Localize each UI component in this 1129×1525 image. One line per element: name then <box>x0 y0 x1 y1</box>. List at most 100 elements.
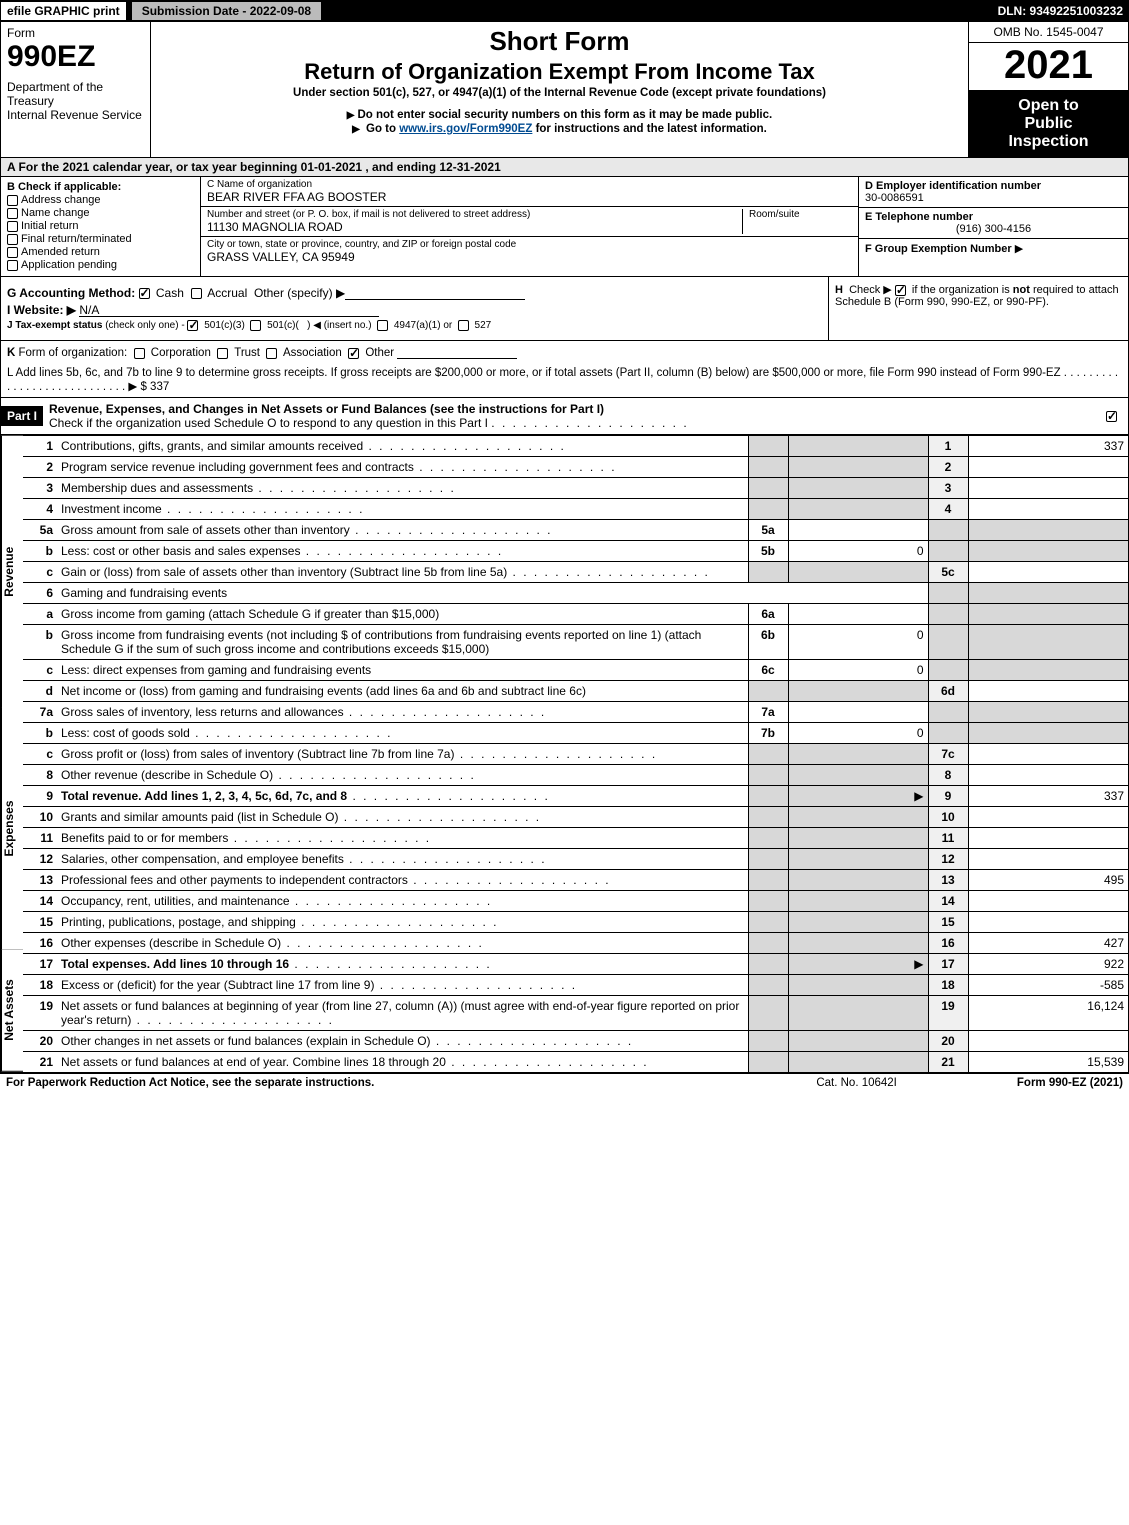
org-name-value: BEAR RIVER FFA AG BOOSTER <box>207 190 852 204</box>
form-word: Form <box>7 26 144 40</box>
section-b-label: B Check if applicable: <box>7 181 194 193</box>
form-header-center: Short Form Return of Organization Exempt… <box>151 22 968 157</box>
chk-final-return[interactable]: Final return/terminated <box>7 233 194 245</box>
line-h: H Check ▶ if the organization is not req… <box>828 277 1128 340</box>
line-j: J Tax-exempt status (check only one) - 5… <box>7 320 822 331</box>
table-row: 20Other changes in net assets or fund ba… <box>23 1031 1128 1052</box>
line-g: G Accounting Method: Cash Accrual Other … <box>7 286 822 300</box>
chk-accrual[interactable] <box>191 288 202 299</box>
chk-4947[interactable] <box>377 320 388 331</box>
dln-label: DLN: 93492251003232 <box>998 4 1129 18</box>
part-i-badge: Part I <box>1 406 43 426</box>
chk-schedule-o[interactable] <box>1106 411 1117 422</box>
chk-corporation[interactable] <box>134 348 145 359</box>
chk-501c[interactable] <box>250 320 261 331</box>
open-line2: Public <box>969 115 1128 133</box>
chk-cash[interactable] <box>139 288 150 299</box>
group-exemption-label: F Group Exemption Number <box>865 243 1012 255</box>
table-row: aGross income from gaming (attach Schedu… <box>23 604 1128 625</box>
section-def: D Employer identification number 30-0086… <box>858 177 1128 276</box>
form-subtitle: Under section 501(c), 527, or 4947(a)(1)… <box>159 87 960 99</box>
dept-label: Department of the Treasury <box>7 80 144 108</box>
line-i: I Website: ▶ N/A <box>7 303 822 317</box>
line-k: K Form of organization: Corporation Trus… <box>0 341 1129 363</box>
chk-address-change[interactable]: Address change <box>7 194 194 206</box>
chk-initial-return[interactable]: Initial return <box>7 220 194 232</box>
form-header-right: OMB No. 1545-0047 2021 Open to Public In… <box>968 22 1128 157</box>
table-row: bLess: cost or other basis and sales exp… <box>23 541 1128 562</box>
ein-label: D Employer identification number <box>865 180 1122 192</box>
address-value: 11130 MAGNOLIA ROAD <box>207 220 742 234</box>
tel-value: (916) 300-4156 <box>865 223 1122 235</box>
entity-block: B Check if applicable: Address change Na… <box>0 177 1129 277</box>
table-row: 9Total revenue. Add lines 1, 2, 3, 4, 5c… <box>23 786 1128 807</box>
table-row: 13Professional fees and other payments t… <box>23 870 1128 891</box>
short-form-label: Short Form <box>159 26 960 57</box>
website-value: N/A <box>79 303 379 317</box>
other-specify-input[interactable] <box>345 286 525 300</box>
table-row: 8Other revenue (describe in Schedule O)8 <box>23 765 1128 786</box>
table-row: 14Occupancy, rent, utilities, and mainte… <box>23 891 1128 912</box>
table-row: bLess: cost of goods sold7b0 <box>23 723 1128 744</box>
section-b: B Check if applicable: Address change Na… <box>1 177 201 276</box>
chk-other-org[interactable] <box>348 348 359 359</box>
chk-501c3[interactable] <box>187 320 198 331</box>
side-revenue: Revenue <box>1 436 23 708</box>
side-expenses: Expenses <box>1 708 23 951</box>
table-row: dNet income or (loss) from gaming and fu… <box>23 681 1128 702</box>
table-row: 7aGross sales of inventory, less returns… <box>23 702 1128 723</box>
chk-527[interactable] <box>458 320 469 331</box>
other-org-input[interactable] <box>397 345 517 359</box>
chk-trust[interactable] <box>217 348 228 359</box>
omb-number: OMB No. 1545-0047 <box>969 22 1128 43</box>
form-header: Form 990EZ Department of the Treasury In… <box>0 22 1129 158</box>
irs-link[interactable]: www.irs.gov/Form990EZ <box>399 123 532 135</box>
table-row: 19Net assets or fund balances at beginni… <box>23 996 1128 1031</box>
org-name-label: C Name of organization <box>207 179 852 190</box>
form-number: 990EZ <box>7 40 144 74</box>
open-public-badge: Open to Public Inspection <box>969 91 1128 157</box>
top-bar: efile GRAPHIC print Submission Date - 20… <box>0 0 1129 22</box>
tel-label: E Telephone number <box>865 211 1122 223</box>
open-line1: Open to <box>969 97 1128 115</box>
part-i-header: Part I Revenue, Expenses, and Changes in… <box>0 398 1129 436</box>
address-label: Number and street (or P. O. box, if mail… <box>207 209 742 220</box>
form-title: Return of Organization Exempt From Incom… <box>159 59 960 85</box>
table-row: 11Benefits paid to or for members11 <box>23 828 1128 849</box>
side-netassets: Net Assets <box>1 950 23 1072</box>
table-row: 1Contributions, gifts, grants, and simil… <box>23 436 1128 457</box>
line-a: A For the 2021 calendar year, or tax yea… <box>0 158 1129 177</box>
table-row: cGross profit or (loss) from sales of in… <box>23 744 1128 765</box>
table-row: 17Total expenses. Add lines 10 through 1… <box>23 954 1128 975</box>
table-row: 15Printing, publications, postage, and s… <box>23 912 1128 933</box>
chk-application-pending[interactable]: Application pending <box>7 259 194 271</box>
chk-name-change[interactable]: Name change <box>7 207 194 219</box>
form-header-left: Form 990EZ Department of the Treasury In… <box>1 22 151 157</box>
chk-schedule-b[interactable] <box>895 285 906 296</box>
table-row: 3Membership dues and assessments3 <box>23 478 1128 499</box>
table-row: cLess: direct expenses from gaming and f… <box>23 660 1128 681</box>
table-row: 10Grants and similar amounts paid (list … <box>23 807 1128 828</box>
table-row: cGain or (loss) from sale of assets othe… <box>23 562 1128 583</box>
room-suite-label: Room/suite <box>749 209 852 220</box>
page-footer: For Paperwork Reduction Act Notice, see … <box>0 1073 1129 1092</box>
open-line3: Inspection <box>969 133 1128 151</box>
lines-table: 1Contributions, gifts, grants, and simil… <box>23 436 1128 1072</box>
ssn-warning: Do not enter social security numbers on … <box>159 109 960 121</box>
city-value: GRASS VALLEY, CA 95949 <box>207 250 852 264</box>
city-label: City or town, state or province, country… <box>207 239 852 250</box>
chk-association[interactable] <box>266 348 277 359</box>
table-row: 5aGross amount from sale of assets other… <box>23 520 1128 541</box>
arrow-icon: ▶ <box>1015 243 1023 255</box>
chk-amended-return[interactable]: Amended return <box>7 246 194 258</box>
table-row: 2Program service revenue including gover… <box>23 457 1128 478</box>
tax-year: 2021 <box>969 43 1128 91</box>
part-i-title: Revenue, Expenses, and Changes in Net As… <box>43 398 1098 434</box>
irs-label: Internal Revenue Service <box>7 108 144 122</box>
table-row: 16Other expenses (describe in Schedule O… <box>23 933 1128 954</box>
submission-date: Submission Date - 2022-09-08 <box>131 1 322 21</box>
footer-left: For Paperwork Reduction Act Notice, see … <box>6 1077 374 1089</box>
footer-cat: Cat. No. 10642I <box>816 1077 897 1089</box>
ein-value: 30-0086591 <box>865 192 1122 204</box>
table-row: 12Salaries, other compensation, and empl… <box>23 849 1128 870</box>
